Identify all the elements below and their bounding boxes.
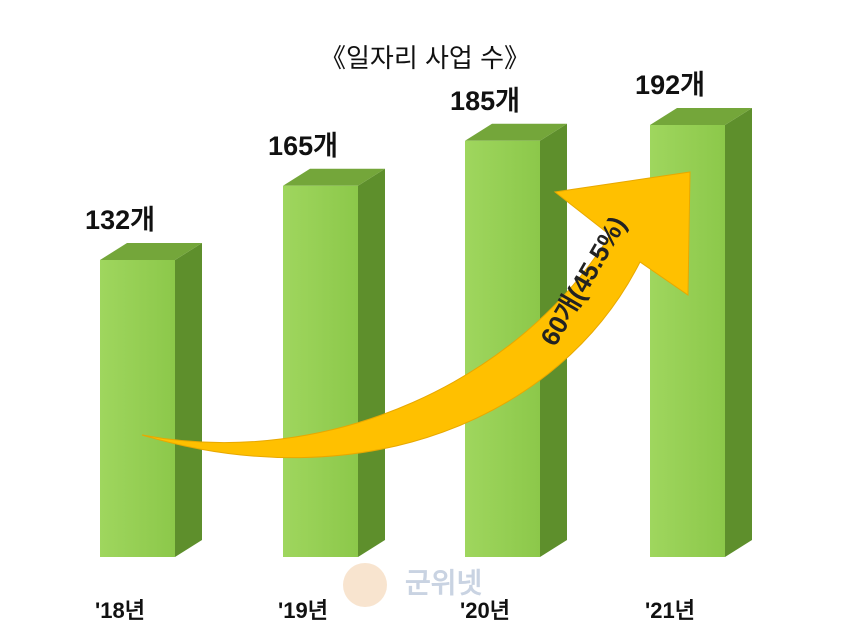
bar-side <box>358 168 385 557</box>
bar <box>283 185 358 557</box>
x-tick-label: '19년 <box>278 598 328 623</box>
x-tick-label: '21년 <box>645 598 695 623</box>
growth-arrow <box>141 171 691 459</box>
watermark-logo <box>343 563 387 607</box>
bars <box>100 108 752 557</box>
bar-top <box>100 243 202 260</box>
value-label: 165개 <box>268 131 338 161</box>
bar-top <box>283 168 385 186</box>
chart-title: 《일자리 사업 수》 <box>320 43 530 73</box>
bar-top <box>465 123 567 141</box>
value-label: 132개 <box>85 205 155 235</box>
watermark: 군위넷 <box>405 567 482 598</box>
bar-side <box>725 108 752 557</box>
value-label: 185개 <box>450 86 520 116</box>
bar <box>100 260 175 557</box>
bar-top <box>650 108 752 125</box>
value-label: 192개 <box>635 70 705 100</box>
x-tick-label: '20년 <box>460 598 510 623</box>
bar-side <box>175 243 202 557</box>
x-tick-label: '18년 <box>95 598 145 623</box>
